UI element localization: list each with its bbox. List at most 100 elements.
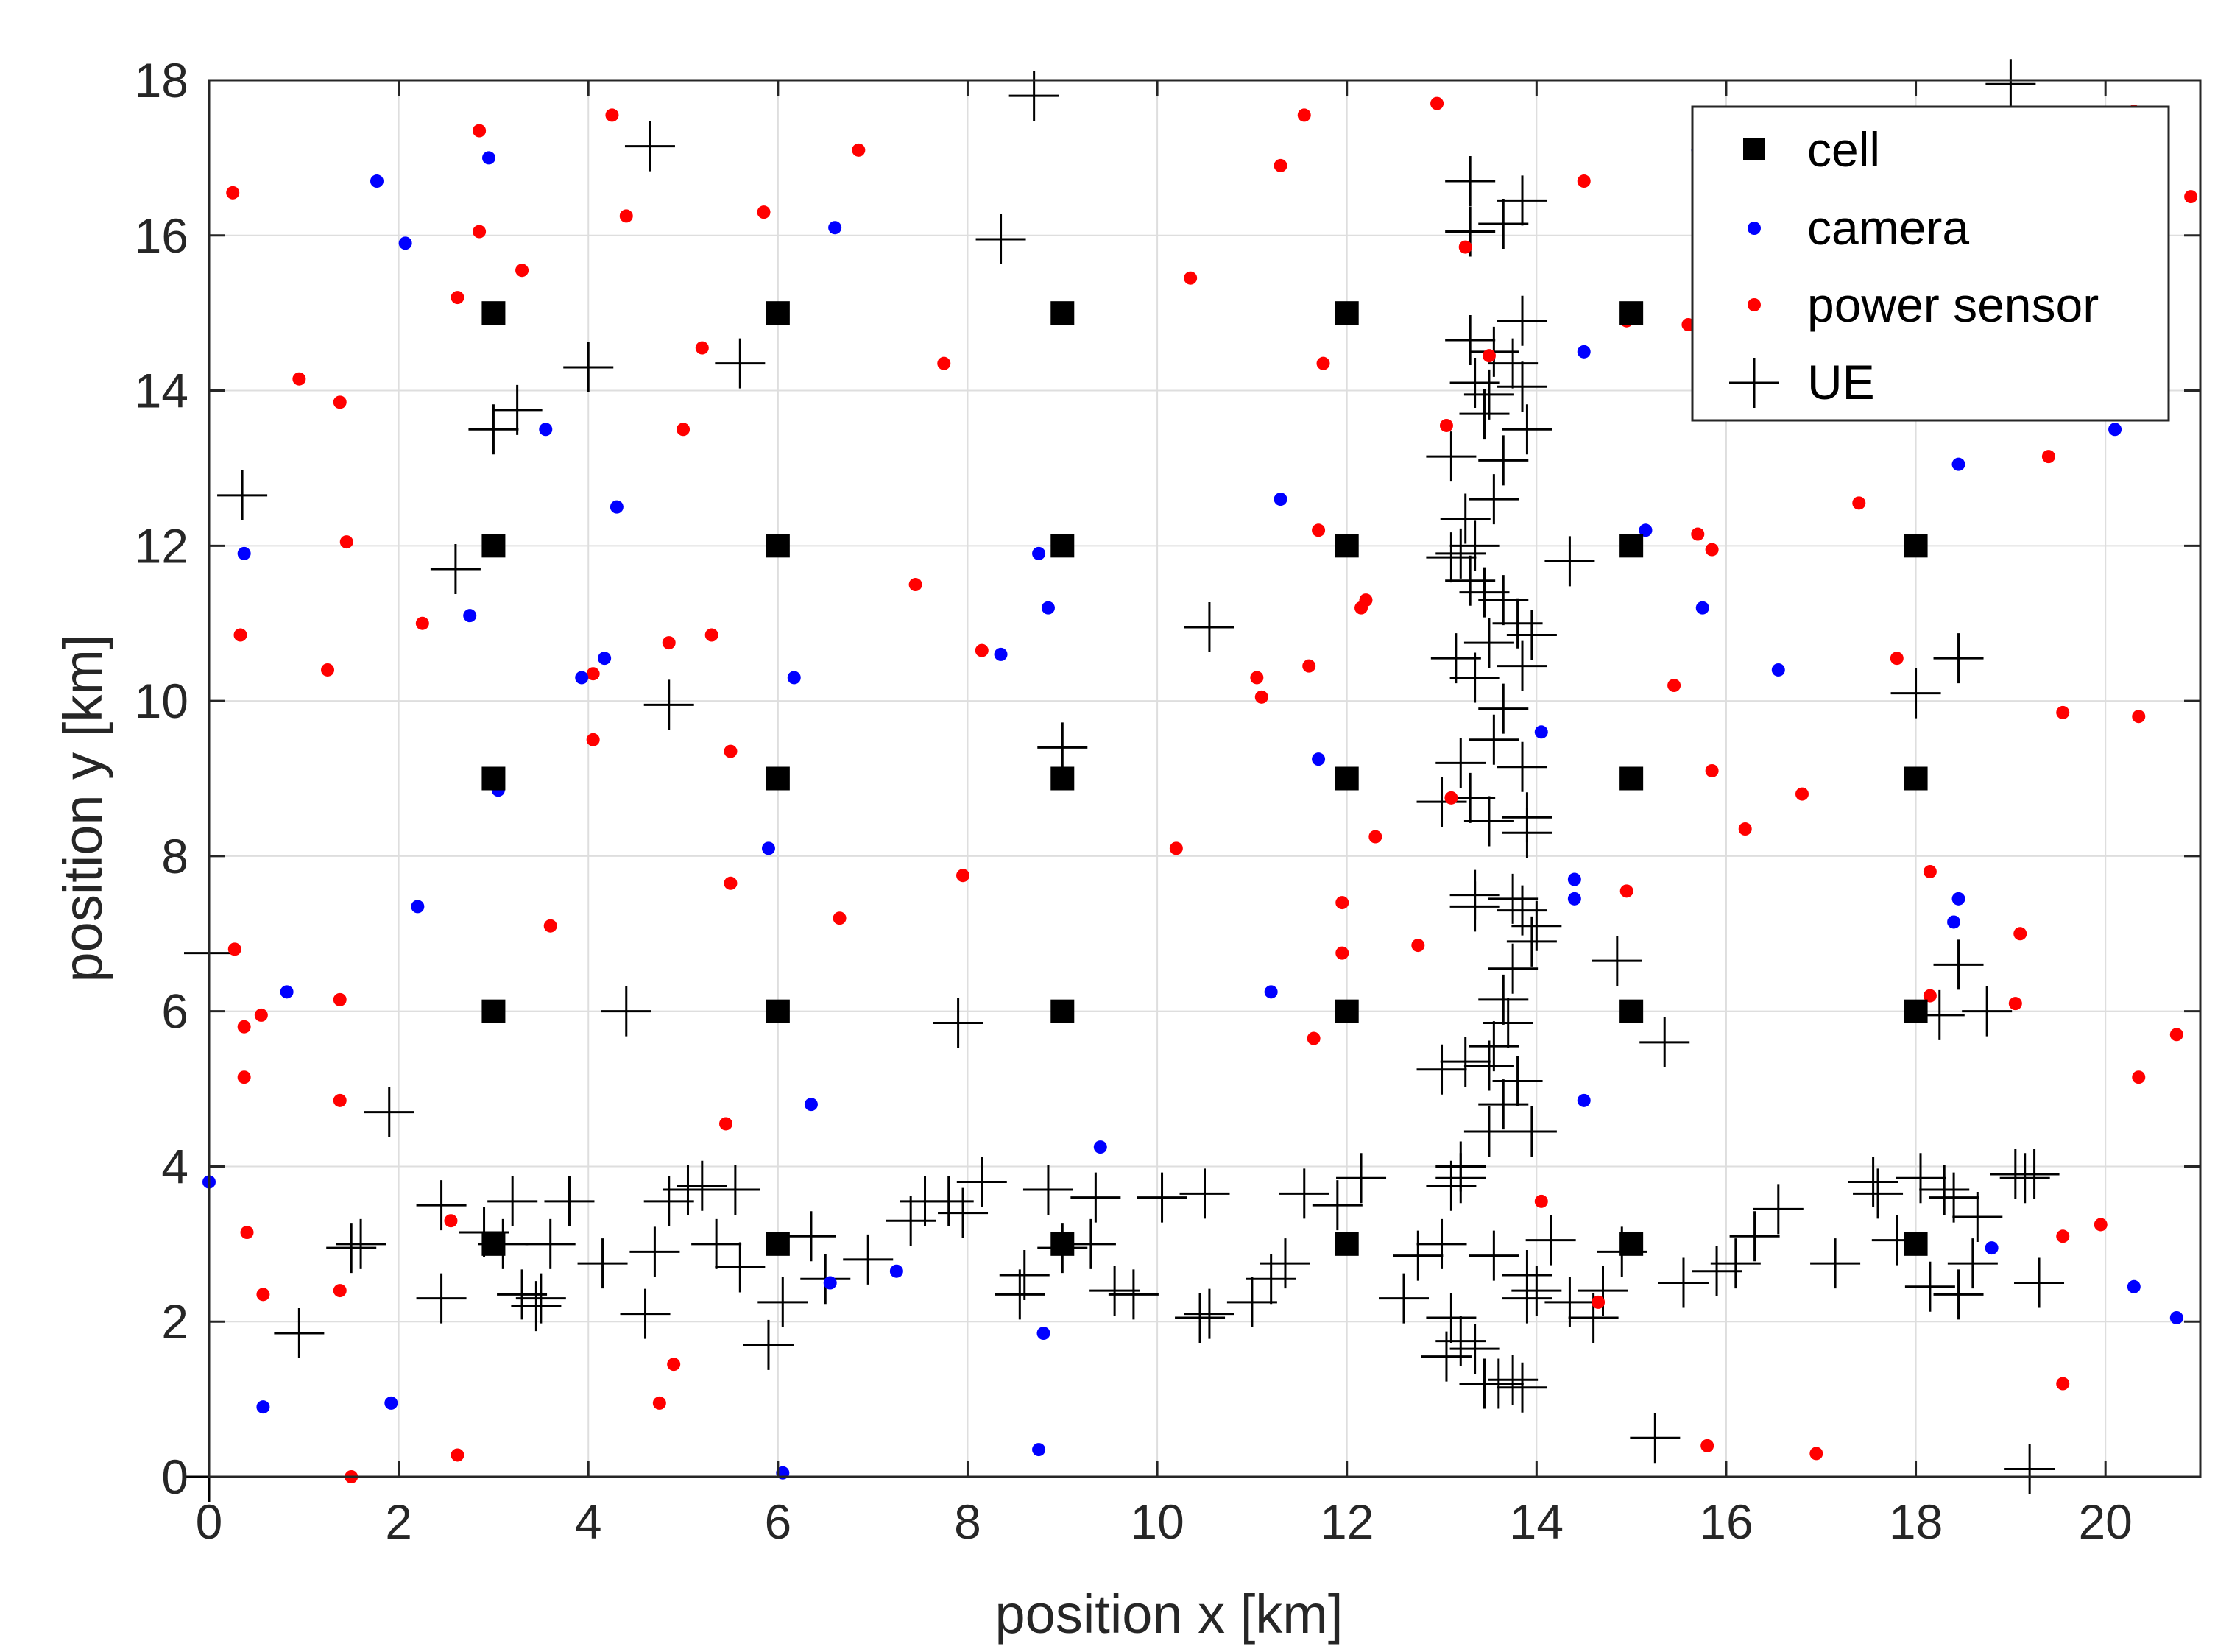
camera-point <box>1771 663 1785 677</box>
y-tick-label: 12 <box>135 518 188 573</box>
ue-point <box>1592 936 1642 986</box>
power-sensor-point <box>1307 1031 1321 1045</box>
power-sensor-point <box>1852 496 1866 510</box>
cell-point <box>1335 1232 1359 1256</box>
ue-point <box>577 1238 628 1289</box>
camera-point <box>1695 601 1709 615</box>
power-sensor-point <box>1738 822 1752 836</box>
power-sensor-point <box>1335 946 1349 960</box>
cell-point <box>1335 534 1359 558</box>
power-sensor-point <box>1534 1194 1548 1208</box>
cell-point <box>1619 766 1644 791</box>
ue-point <box>1379 1273 1429 1324</box>
legend-ue-marker <box>1729 358 1779 408</box>
camera-point <box>411 900 425 914</box>
legend-cell-marker <box>1743 138 1765 160</box>
power-sensor-point <box>1368 830 1382 844</box>
ue-point <box>923 1176 974 1226</box>
ue-point <box>1175 1292 1226 1343</box>
ue-point <box>710 1165 760 1215</box>
ue-point <box>1108 1269 1159 1320</box>
power-sensor-point <box>339 535 353 549</box>
ue-point <box>1478 974 1529 1025</box>
legend: cell camera power sensor UE <box>1691 105 2170 422</box>
ue-point <box>1492 1056 1543 1106</box>
camera-point <box>575 671 589 685</box>
camera-point <box>384 1396 398 1410</box>
cell-point <box>1904 766 1928 791</box>
x-tick-label: 20 <box>2078 1494 2132 1549</box>
x-tick-label: 10 <box>1130 1494 1184 1549</box>
ue-point <box>1506 1106 1557 1157</box>
ue-point <box>715 1242 766 1293</box>
ue-point <box>1478 1079 1529 1130</box>
power-sensor-point <box>1316 356 1330 370</box>
power-sensor-point <box>1254 690 1268 704</box>
legend-label-cell: cell <box>1807 122 1880 177</box>
power-sensor-point <box>2056 705 2070 719</box>
ue-point <box>492 384 543 435</box>
camera-point <box>1264 985 1278 999</box>
ue-point <box>1463 369 1514 420</box>
power-sensor-point <box>719 1117 733 1131</box>
camera-point <box>2169 1310 2183 1324</box>
power-sensor-point <box>1705 543 1719 557</box>
power-sensor-point <box>451 291 464 305</box>
camera-point <box>1985 1241 1999 1255</box>
power-sensor-point <box>724 744 738 758</box>
ue-point <box>1008 71 1059 121</box>
power-sensor-point <box>292 372 306 386</box>
ue-point <box>2014 1257 2065 1308</box>
power-sensor-point <box>254 1008 268 1022</box>
ue-point <box>1544 536 1595 587</box>
power-sensor-point <box>1667 679 1681 693</box>
ue-point <box>1226 1277 1277 1327</box>
camera-point <box>256 1400 270 1414</box>
power-sensor-point <box>2094 1218 2108 1232</box>
power-sensor-point <box>586 733 600 746</box>
power-sensor-point <box>2013 927 2027 941</box>
camera-point <box>1567 872 1581 886</box>
power-sensor-point <box>1592 1295 1605 1309</box>
ue-point <box>1435 1153 1486 1204</box>
cell-point <box>766 1232 790 1256</box>
ue-point <box>1478 683 1529 734</box>
ue-point <box>1502 808 1552 858</box>
ue-point <box>1279 1168 1329 1219</box>
ue-point <box>1426 431 1477 482</box>
ue-point <box>1416 1218 1467 1269</box>
power-sensor-point <box>1444 791 1458 805</box>
power-sensor-point <box>652 1396 666 1410</box>
ue-point <box>1933 1269 1984 1320</box>
x-tick-label: 6 <box>764 1494 791 1549</box>
power-sensor-point <box>1482 349 1496 363</box>
camera-point <box>1947 915 1961 929</box>
legend-box <box>1691 105 2170 422</box>
series-camera <box>202 143 2183 1480</box>
power-sensor-point <box>2008 997 2022 1011</box>
camera-point <box>1577 345 1591 359</box>
ue-point <box>1246 1254 1296 1305</box>
power-sensor-point <box>333 1284 347 1298</box>
ue-point <box>1459 389 1510 440</box>
camera-point <box>481 151 495 165</box>
ue-point <box>1933 633 1984 684</box>
camera-point <box>1312 752 1326 766</box>
power-sensor-point <box>2056 1229 2070 1243</box>
ue-point <box>956 1157 1007 1207</box>
y-tick-label: 0 <box>161 1450 188 1504</box>
ue-point <box>1488 873 1539 924</box>
cell-point <box>1050 301 1075 325</box>
power-sensor-point <box>1184 271 1198 285</box>
power-sensor-point <box>605 108 619 122</box>
ue-point <box>1445 315 1496 366</box>
ue-point <box>933 998 983 1048</box>
camera-point <box>1093 1140 1107 1154</box>
ue-point <box>1435 1316 1486 1366</box>
ue-point <box>843 1234 894 1285</box>
ue-point <box>1497 295 1548 346</box>
axes-box <box>208 79 2202 1478</box>
power-sensor-point <box>1302 659 1316 673</box>
legend-label-power-sensor: power sensor <box>1807 278 2099 332</box>
ue-point <box>1497 1362 1548 1413</box>
